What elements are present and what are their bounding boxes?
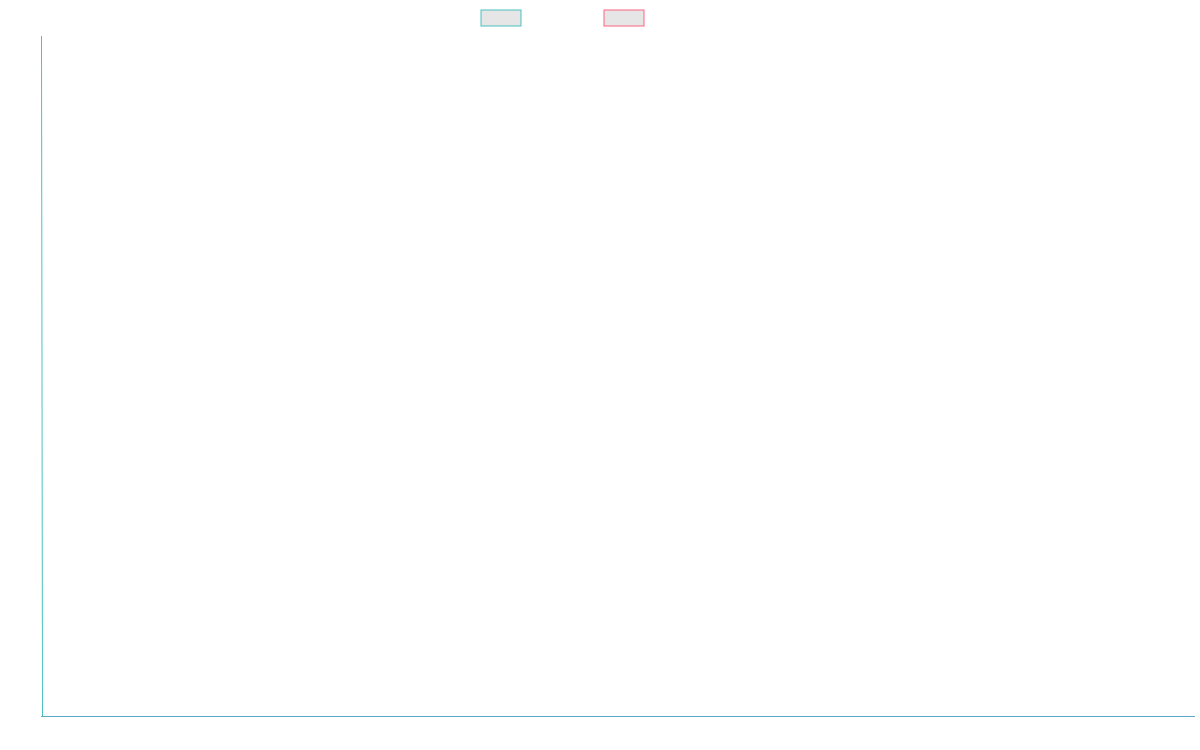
legend-swatch (480, 9, 522, 27)
y-axis-line (41, 35, 43, 717)
legend-swatch (603, 9, 645, 27)
